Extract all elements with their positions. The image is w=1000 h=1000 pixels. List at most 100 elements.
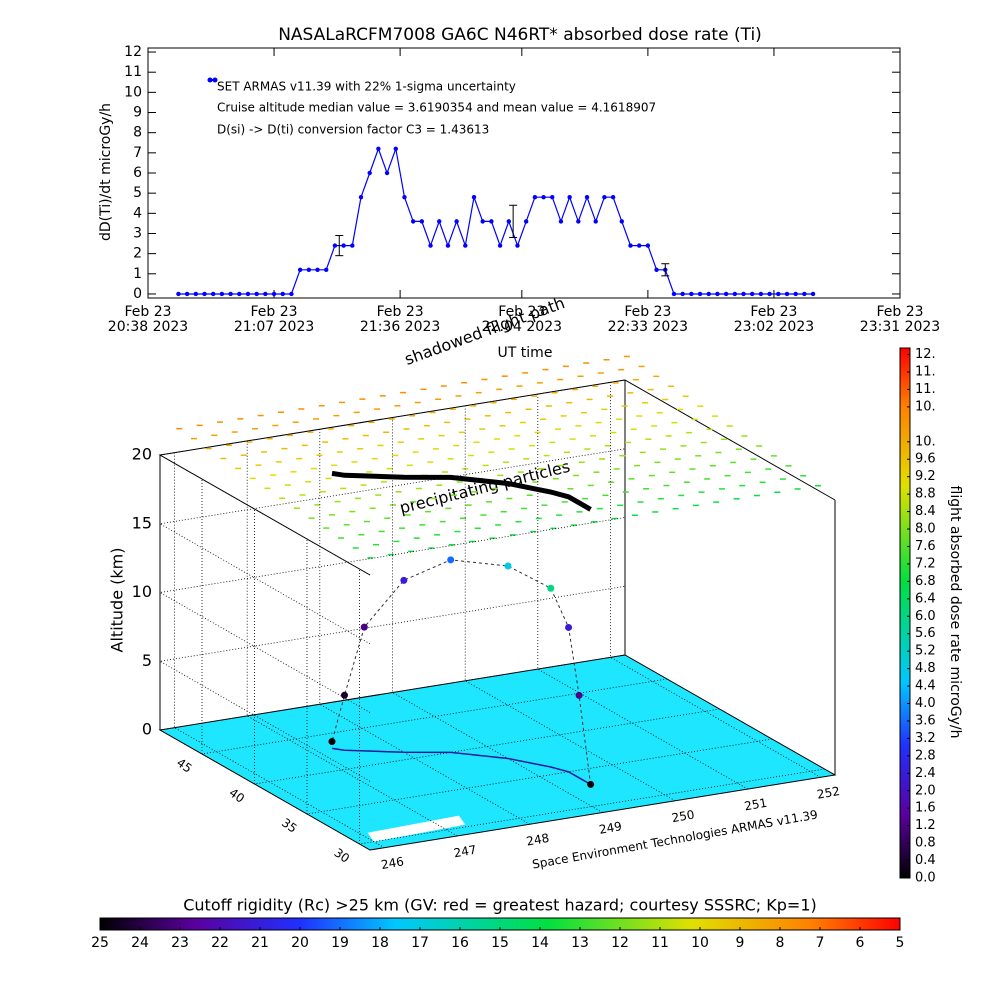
data-point bbox=[219, 291, 225, 297]
z-axis-label: Altitude (km) bbox=[108, 548, 127, 653]
y-axis-label: dD(Ti)/dt microGy/h bbox=[98, 103, 114, 241]
colorbar-tick-label: 21 bbox=[251, 935, 269, 951]
data-point bbox=[776, 291, 781, 297]
series-line bbox=[178, 146, 814, 295]
data-point bbox=[376, 146, 381, 152]
x-tick-label: Feb 23 21:07 2023 bbox=[233, 304, 315, 335]
colorbar-tick-label: 11 bbox=[651, 935, 669, 951]
annotation: Cruise altitude median value = 3.6190354… bbox=[217, 101, 656, 115]
data-point bbox=[810, 291, 816, 297]
legend-label: SET ARMAS v11.39 with 22% 1-sigma uncert… bbox=[217, 80, 516, 94]
colorbar-tick-label: 0.8 bbox=[915, 836, 936, 851]
y-tick-label: 1 bbox=[133, 266, 142, 282]
grid-line bbox=[158, 448, 626, 645]
data-point bbox=[784, 291, 790, 297]
data-point bbox=[184, 291, 190, 297]
data-point bbox=[332, 243, 338, 248]
colorbar-tick-label: 25 bbox=[91, 935, 109, 951]
data-point bbox=[732, 291, 738, 297]
y-tick-label: 30 bbox=[332, 845, 353, 865]
data-point bbox=[228, 291, 233, 297]
grid-line bbox=[254, 509, 720, 785]
track-point bbox=[341, 691, 348, 699]
data-point bbox=[324, 267, 329, 272]
grid-line bbox=[201, 479, 668, 755]
data-point bbox=[506, 219, 511, 224]
grid-line bbox=[306, 539, 773, 815]
data-point bbox=[550, 194, 555, 200]
colorbar-tick-label: 12 bbox=[611, 935, 629, 951]
track-point bbox=[565, 623, 573, 631]
data-point bbox=[289, 291, 294, 297]
colorbar-tick-label: 8.8 bbox=[915, 487, 936, 502]
y-tick-label: 4 bbox=[133, 205, 142, 221]
data-point bbox=[706, 291, 711, 297]
data-point bbox=[758, 291, 764, 297]
colorbar-tick-label: 13 bbox=[571, 935, 589, 951]
data-point bbox=[680, 291, 685, 297]
data-point bbox=[793, 291, 798, 297]
colorbar-tick-label: 23 bbox=[171, 935, 189, 951]
floor-shadow bbox=[331, 747, 591, 786]
x-tick-label: Feb 23 22:04 2023 bbox=[481, 304, 563, 335]
colorbar-tick-label: 0.4 bbox=[915, 853, 936, 868]
colorbar-tick-label: 15 bbox=[491, 935, 509, 951]
data-point bbox=[211, 291, 216, 297]
x-axis-label: UT time bbox=[498, 345, 553, 361]
y-tick-label: 35 bbox=[279, 815, 300, 835]
x-tick-label: Feb 23 23:02 2023 bbox=[733, 304, 815, 335]
data-point bbox=[341, 243, 346, 248]
colorbar-tick-label: 10 bbox=[691, 935, 709, 951]
colorbar-tick-label: 0.0 bbox=[915, 871, 936, 886]
x-tick-label: 247 bbox=[453, 843, 478, 861]
track-point bbox=[447, 556, 455, 564]
data-point bbox=[767, 291, 772, 297]
error-bar bbox=[661, 263, 670, 277]
y-tick-label: 7 bbox=[133, 145, 142, 161]
annotation: D(si) -> D(ti) conversion factor C3 = 1.… bbox=[217, 123, 489, 137]
data-point bbox=[541, 194, 546, 200]
error-bar bbox=[335, 235, 344, 257]
legend-marker bbox=[212, 77, 218, 83]
x-tick-label: 248 bbox=[525, 831, 550, 849]
data-point bbox=[428, 243, 433, 248]
colorbar-tick-label: 4.8 bbox=[915, 661, 936, 676]
track-point bbox=[587, 780, 595, 788]
data-point bbox=[410, 219, 416, 224]
data-point bbox=[306, 267, 312, 272]
data-point bbox=[437, 219, 442, 224]
data-point bbox=[567, 194, 572, 200]
data-point bbox=[697, 291, 703, 297]
colorbar-tick-label: 7 bbox=[816, 935, 825, 951]
y-tick-label: 45 bbox=[174, 755, 195, 775]
colorbar-tick-label: 6.0 bbox=[915, 609, 936, 624]
data-point bbox=[271, 291, 277, 297]
data-point bbox=[602, 194, 607, 200]
data-point bbox=[297, 267, 303, 272]
data-point bbox=[245, 291, 251, 297]
colorbar-tick-label: 12. bbox=[915, 347, 936, 362]
x-tick-label: Feb 23 20:38 2023 bbox=[107, 304, 189, 335]
data-point bbox=[176, 291, 181, 297]
error-bar bbox=[509, 204, 518, 239]
data-point bbox=[619, 219, 625, 224]
colorbar-tick-label: 9.2 bbox=[915, 469, 936, 484]
data-point bbox=[280, 291, 285, 297]
track-point bbox=[504, 562, 512, 570]
z-tick-label: 20 bbox=[132, 445, 152, 464]
y-tick-label: 2 bbox=[133, 246, 142, 262]
x-tick-label: 249 bbox=[598, 819, 623, 837]
colorbar-label: flight absorbed dose rate microGy/h bbox=[947, 486, 963, 739]
data-point bbox=[358, 194, 364, 200]
colorbar-tick-label: 5.2 bbox=[915, 644, 936, 659]
track-point bbox=[400, 576, 408, 584]
x-tick-label: Feb 23 23:31 2023 bbox=[859, 304, 941, 335]
data-point bbox=[802, 291, 807, 297]
data-point bbox=[315, 267, 320, 272]
z-tick-label: 15 bbox=[132, 513, 152, 532]
data-point bbox=[610, 194, 616, 200]
grid-line bbox=[158, 379, 626, 576]
data-point bbox=[393, 146, 398, 152]
track-point bbox=[547, 584, 555, 592]
x-tick-label: 246 bbox=[380, 854, 405, 872]
